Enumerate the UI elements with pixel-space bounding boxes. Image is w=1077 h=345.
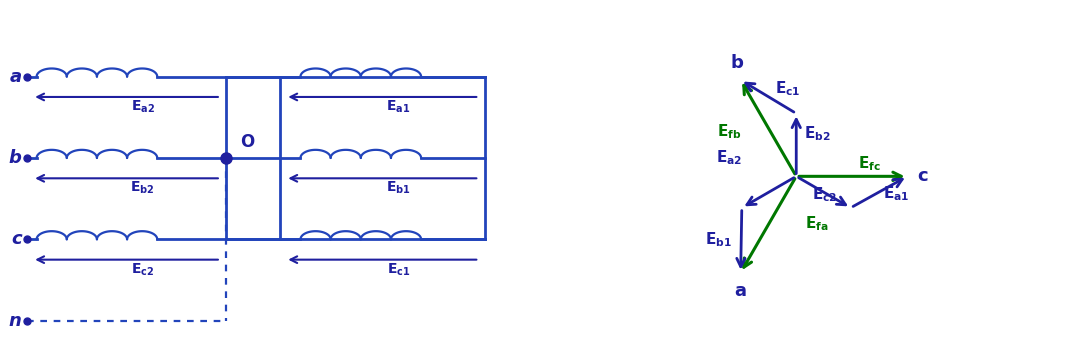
Text: $\mathbf{c}$: $\mathbf{c}$	[917, 167, 928, 185]
Text: $\mathbf{a}$: $\mathbf{a}$	[735, 282, 747, 300]
Text: $\mathbf{E_{c2}}$: $\mathbf{E_{c2}}$	[131, 261, 154, 277]
Text: $\mathbf{E_{b2}}$: $\mathbf{E_{b2}}$	[803, 124, 830, 143]
Text: c: c	[11, 230, 22, 248]
Text: $\mathbf{E_{a2}}$: $\mathbf{E_{a2}}$	[716, 149, 742, 167]
Text: $\mathbf{b}$: $\mathbf{b}$	[730, 55, 744, 72]
Text: $\mathbf{E_{a1}}$: $\mathbf{E_{a1}}$	[387, 98, 410, 115]
Text: $\mathbf{E_{a2}}$: $\mathbf{E_{a2}}$	[130, 98, 155, 115]
Text: O: O	[239, 133, 254, 151]
Text: $\mathbf{E_{b1}}$: $\mathbf{E_{b1}}$	[705, 230, 732, 249]
Text: $\mathbf{E_{c1}}$: $\mathbf{E_{c1}}$	[387, 261, 410, 277]
Text: $\mathbf{E_{fb}}$: $\mathbf{E_{fb}}$	[716, 122, 741, 141]
Text: b: b	[9, 149, 22, 167]
Text: n: n	[9, 312, 22, 330]
Text: $\mathbf{E_{fc}}$: $\mathbf{E_{fc}}$	[857, 155, 880, 174]
Text: a: a	[10, 68, 22, 86]
Text: $\mathbf{E_{c1}}$: $\mathbf{E_{c1}}$	[774, 79, 800, 98]
Text: $\mathbf{E_{a1}}$: $\mathbf{E_{a1}}$	[883, 184, 909, 203]
Text: $\mathbf{E_{b2}}$: $\mathbf{E_{b2}}$	[130, 180, 155, 196]
Text: $\mathbf{E_{c2}}$: $\mathbf{E_{c2}}$	[812, 185, 837, 204]
Text: $\mathbf{E_{fa}}$: $\mathbf{E_{fa}}$	[806, 215, 829, 233]
Text: $\mathbf{E_{b1}}$: $\mathbf{E_{b1}}$	[387, 180, 410, 196]
